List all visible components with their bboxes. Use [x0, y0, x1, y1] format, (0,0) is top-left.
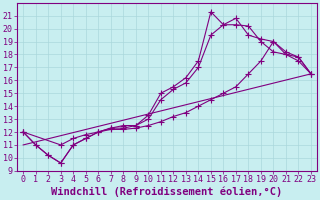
X-axis label: Windchill (Refroidissement éolien,°C): Windchill (Refroidissement éolien,°C) [52, 187, 283, 197]
